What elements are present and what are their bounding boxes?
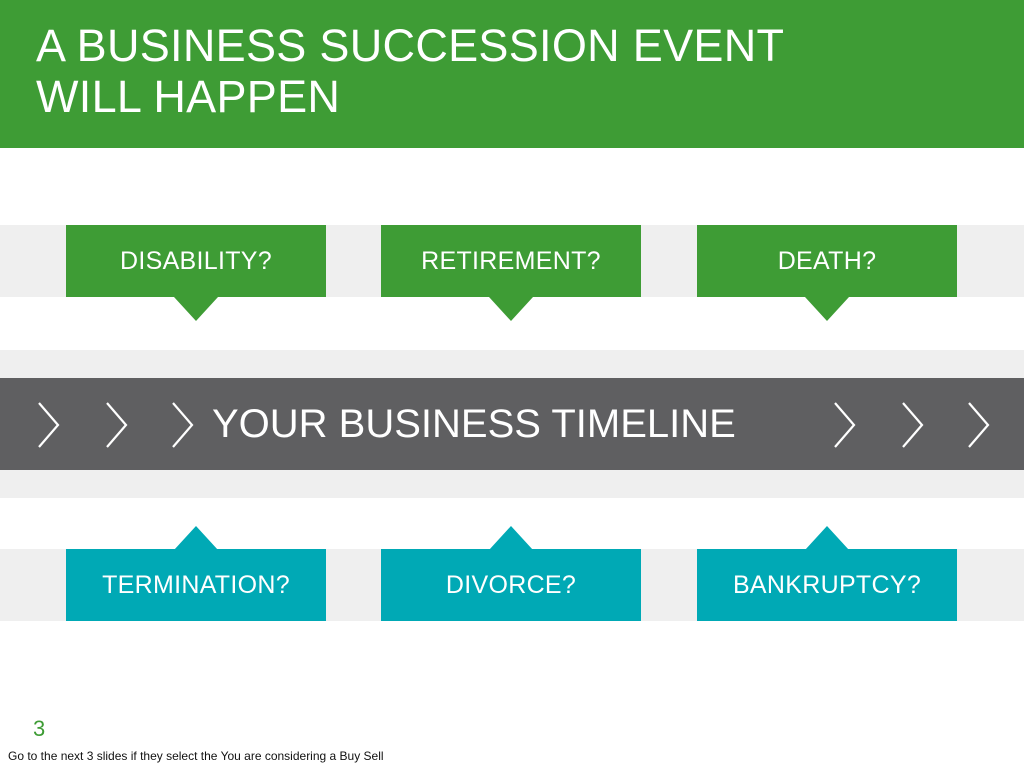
event-callout-divorce: DIVORCE? xyxy=(381,549,641,621)
event-label: TERMINATION? xyxy=(102,570,290,599)
callout-pointer-down xyxy=(805,297,849,321)
event-label: DEATH? xyxy=(777,246,877,275)
event-label: RETIREMENT? xyxy=(421,246,601,275)
slide-title: A BUSINESS SUCCESSION EVENT WILL HAPPEN xyxy=(36,20,996,122)
callout-pointer-up xyxy=(174,526,218,550)
chevron-right-icon xyxy=(38,402,60,448)
upper-timeline-band xyxy=(0,350,1024,378)
chevron-right-icon xyxy=(968,402,990,448)
event-callout-bankruptcy: BANKRUPTCY? xyxy=(697,549,957,621)
slide-number: 3 xyxy=(33,716,46,741)
slide-title-line-1: A BUSINESS SUCCESSION EVENT xyxy=(36,20,785,71)
title-bar: A BUSINESS SUCCESSION EVENT WILL HAPPEN xyxy=(0,0,1024,148)
callout-pointer-down xyxy=(489,297,533,321)
event-label: BANKRUPTCY? xyxy=(732,570,922,599)
event-callout-death: DEATH? xyxy=(697,225,957,297)
callout-pointer-up xyxy=(489,526,533,550)
chevron-right-icon xyxy=(834,402,856,448)
timeline-label: YOUR BUSINESS TIMELINE xyxy=(212,402,736,446)
lower-timeline-band xyxy=(0,470,1024,498)
event-label: DIVORCE? xyxy=(445,570,577,599)
chevron-right-icon xyxy=(172,402,194,448)
event-callout-retirement: RETIREMENT? xyxy=(381,225,641,297)
slide-title-line-2: WILL HAPPEN xyxy=(36,71,341,122)
chevron-right-icon xyxy=(902,402,924,448)
event-label: DISABILITY? xyxy=(120,246,272,275)
callout-pointer-up xyxy=(805,526,849,550)
speaker-notes: Go to the next 3 slides if they select t… xyxy=(8,749,384,763)
event-callout-disability: DISABILITY? xyxy=(66,225,326,297)
event-callout-termination: TERMINATION? xyxy=(66,549,326,621)
business-timeline: YOUR BUSINESS TIMELINE xyxy=(0,378,1024,470)
callout-pointer-down xyxy=(174,297,218,321)
chevron-right-icon xyxy=(106,402,128,448)
